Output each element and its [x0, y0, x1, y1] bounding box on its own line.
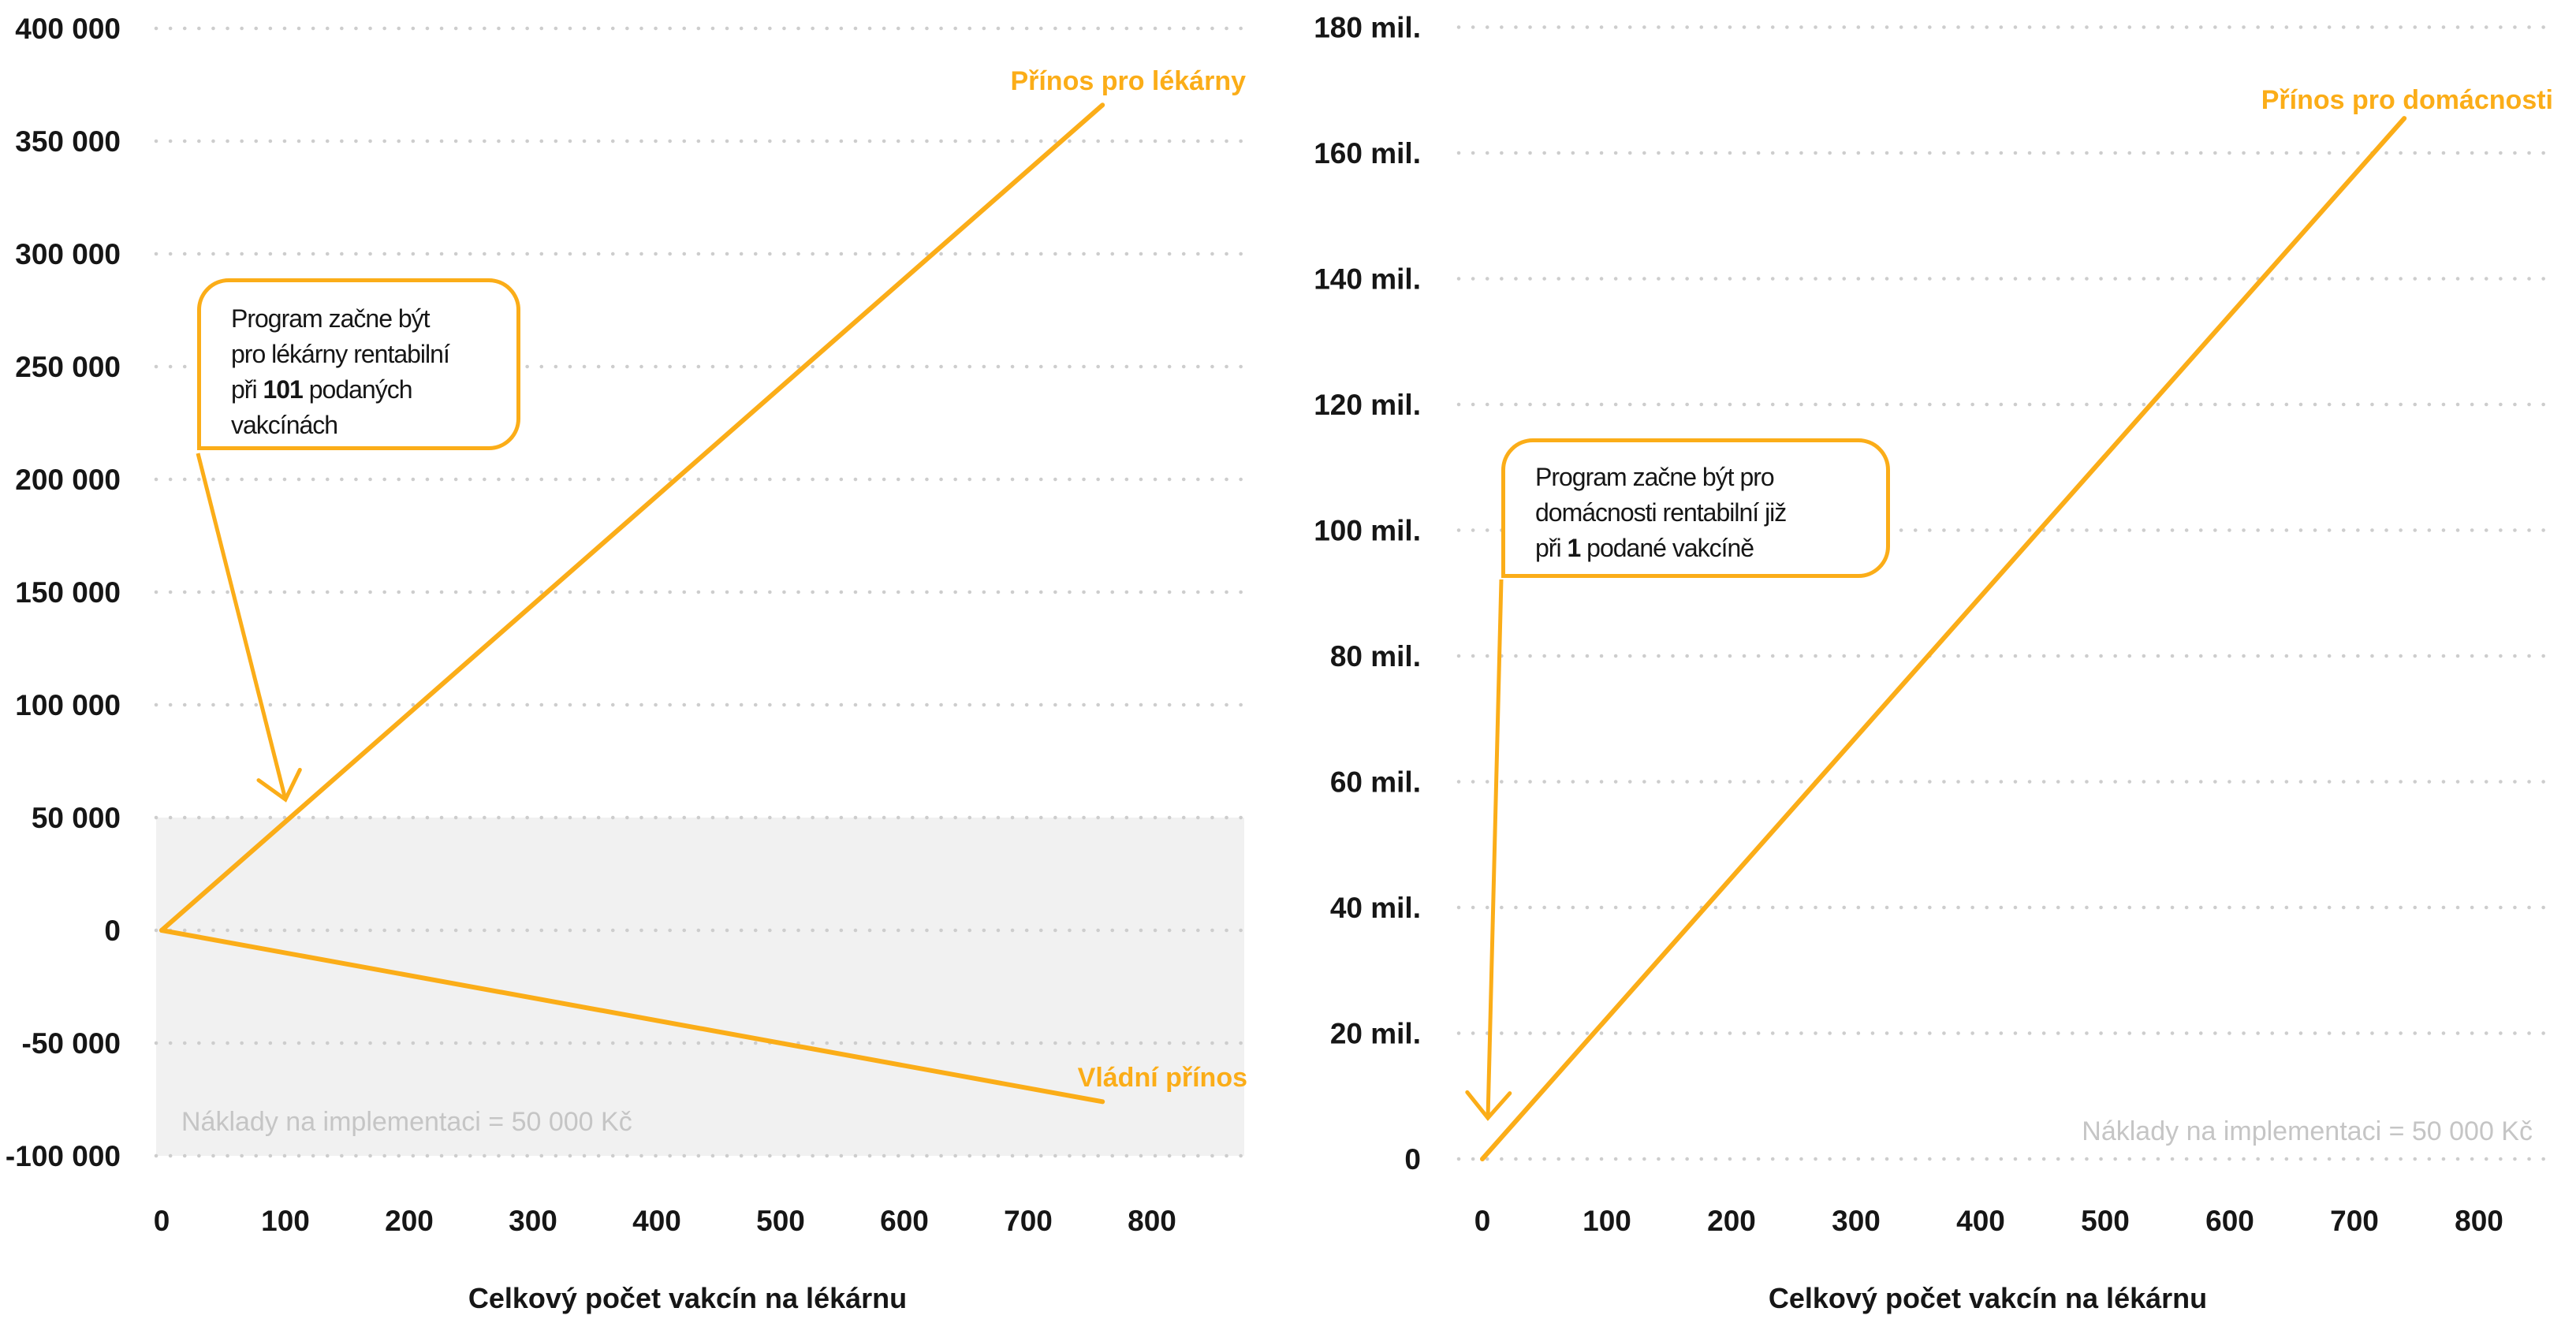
annotation-bold-value: 101 [263, 375, 303, 404]
series-label-0: Přínos pro lékárny [1010, 66, 1246, 96]
annotation-line: pro lékárny rentabilní [231, 337, 501, 372]
chart-households: 180 mil.160 mil.140 mil.120 mil.100 mil.… [1314, 12, 2553, 1315]
implementation-cost-note: Náklady na implementaci = 50 000 Kč [181, 1107, 632, 1137]
y-tick-label: 400 000 [15, 13, 121, 45]
y-tick-label: 0 [1404, 1143, 1421, 1176]
annotation-bold-value: 1 [1567, 534, 1581, 562]
annotation-line: při 101 podaných [231, 372, 501, 408]
chart-pharmacy: 400 000 350 000 300 000 250 000 200 000 150 0… [6, 13, 1247, 1314]
y-tick-label: 20 mil. [1330, 1018, 1421, 1050]
annotation-callout-households: Program začne být pro domácnosti rentabil… [1501, 438, 1890, 578]
series-label-0: Přínos pro domácnosti [2261, 85, 2553, 115]
x-tick-label: 400 [1956, 1205, 2005, 1237]
x-tick-label: 300 [509, 1205, 557, 1237]
cost-band [156, 818, 1244, 1156]
x-tick-label: 0 [1474, 1205, 1491, 1237]
annotation-text: podané vakcíně [1580, 534, 1754, 562]
annotation-text: při [1535, 534, 1568, 562]
annotation-text: pro lékárny rentabilní [231, 340, 450, 368]
implementation-cost-note: Náklady na implementaci = 50 000 Kč [2082, 1116, 2533, 1146]
x-tick-label: 600 [880, 1205, 929, 1237]
x-tick-label: 700 [2330, 1205, 2379, 1237]
y-tick-label: 300 000 [15, 238, 121, 270]
x-tick-label: 600 [2205, 1205, 2254, 1237]
y-tick-label: 100 mil. [1314, 515, 1421, 547]
x-tick-label: 500 [756, 1205, 805, 1237]
x-axis-title: Celkový počet vakcín na lékárnu [468, 1282, 907, 1314]
x-tick-label: 300 [1832, 1205, 1881, 1237]
annotation-text: vakcínách [231, 411, 338, 439]
y-tick-label: 160 mil. [1314, 137, 1421, 170]
annotation-text: při [231, 375, 263, 404]
y-tick-label: 200 000 [15, 464, 121, 496]
y-tick-label: -100 000 [6, 1140, 121, 1172]
annotation-callout-pharmacy: Program začne být pro lékárny rentabilní p… [197, 278, 520, 450]
x-axis-title: Celkový počet vakcín na lékárnu [1769, 1282, 2207, 1314]
x-tick-label: 100 [261, 1205, 310, 1237]
annotation-text: podaných [302, 375, 413, 404]
annotation-line: Program začne být [231, 301, 501, 337]
x-tick-label: 500 [2081, 1205, 2130, 1237]
annotation-text: domácnosti rentabilní již [1535, 498, 1787, 527]
annotation-arrow [1465, 579, 1512, 1121]
series-line-0 [159, 102, 1105, 933]
annotation-line: Program začne být pro [1535, 460, 1870, 495]
y-tick-label: 120 mil. [1314, 389, 1421, 421]
y-tick-label: 250 000 [15, 351, 121, 383]
series-label-1: Vládní přínos [1078, 1063, 1247, 1093]
y-tick-label: 140 mil. [1314, 263, 1421, 296]
series-line-1 [159, 928, 1105, 1105]
x-tick-label: 800 [2455, 1205, 2503, 1237]
y-tick-label: 350 000 [15, 125, 121, 158]
x-tick-label: 100 [1583, 1205, 1631, 1237]
y-tick-label: 50 000 [32, 802, 121, 834]
x-tick-label: 200 [385, 1205, 434, 1237]
y-tick-label: 100 000 [15, 689, 121, 721]
annotation-text: Program začne být [231, 304, 431, 333]
y-tick-label: 60 mil. [1330, 766, 1421, 799]
annotation-line: domácnosti rentabilní již [1535, 495, 1870, 531]
y-tick-label: 150 000 [15, 576, 121, 609]
x-tick-label: 700 [1004, 1205, 1053, 1237]
annotation-text: Program začne být pro [1535, 463, 1775, 491]
annotation-line: při 1 podané vakcíně [1535, 531, 1870, 566]
x-tick-label: 800 [1128, 1205, 1176, 1237]
x-tick-label: 400 [632, 1205, 681, 1237]
y-tick-label: 0 [104, 915, 121, 947]
annotation-arrow [196, 453, 302, 803]
y-tick-label: -50 000 [22, 1027, 121, 1060]
y-tick-label: 180 mil. [1314, 12, 1421, 44]
series-line-0 [1480, 116, 2407, 1161]
y-tick-label: 80 mil. [1330, 640, 1421, 673]
y-tick-label: 40 mil. [1330, 892, 1421, 924]
x-tick-label: 200 [1707, 1205, 1756, 1237]
x-tick-label: 0 [154, 1205, 170, 1237]
annotation-line: vakcínách [231, 408, 501, 443]
